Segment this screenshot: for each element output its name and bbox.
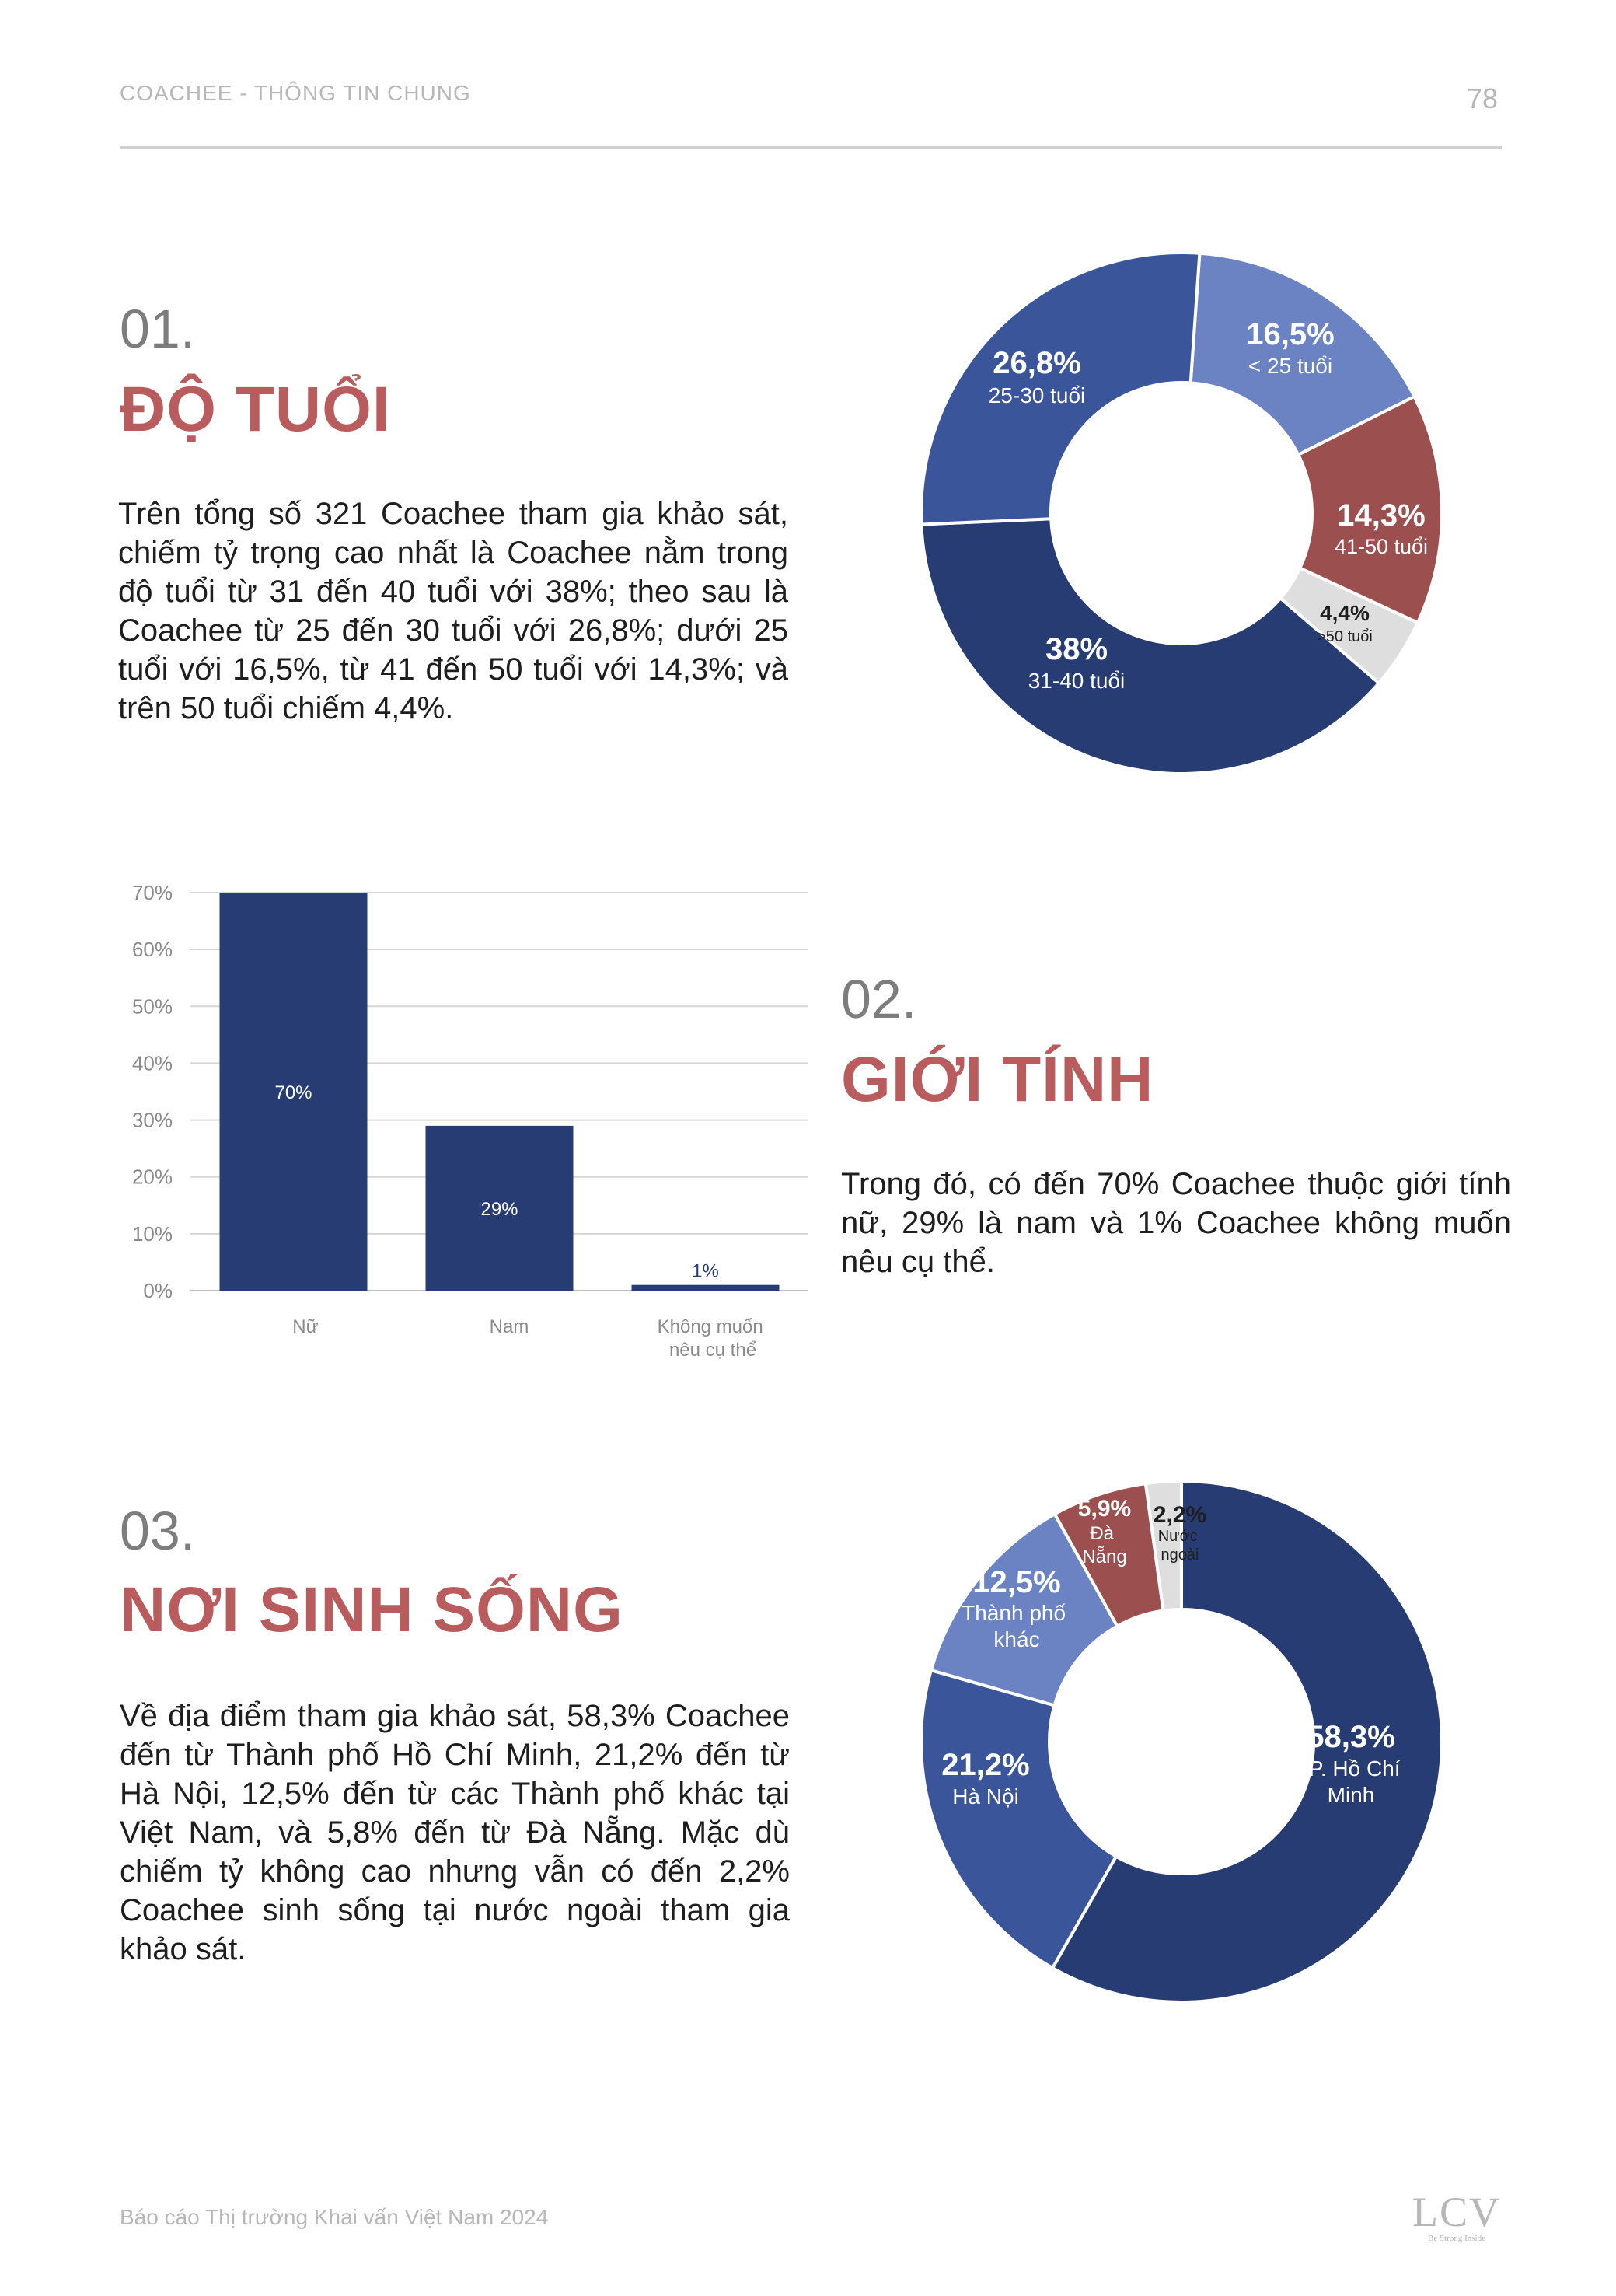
page-number: 78 bbox=[1466, 82, 1498, 114]
age-label-value-31-40: 38% bbox=[1045, 632, 1108, 666]
age-label-value-over-50: 4,4% bbox=[1320, 601, 1370, 625]
bar-y-tick-label-6: 60% bbox=[132, 938, 173, 961]
section-2-title: GIỚI TÍNH bbox=[841, 1044, 1154, 1115]
bar-y-tick-label-7: 70% bbox=[132, 881, 173, 904]
bar-x-label-unspecified: Không muốn nêu cụ thể bbox=[658, 1316, 769, 1361]
age-label-value-41-50: 14,3% bbox=[1337, 498, 1425, 533]
section-3-number: 03. bbox=[120, 1501, 196, 1561]
age-label-value-under-25: 16,5% bbox=[1246, 317, 1334, 351]
res-label-name-danang: Đà Nẵng bbox=[1082, 1523, 1126, 1567]
res-label-value-danang: 5,9% bbox=[1078, 1496, 1131, 1522]
bar-y-tick-label-5: 50% bbox=[132, 994, 173, 1018]
section-3-title: NƠI SINH SỐNG bbox=[120, 1574, 623, 1645]
footer-report-title: Báo cáo Thị trường Khai vấn Việt Nam 202… bbox=[120, 2205, 549, 2229]
age-label-name-under-25: < 25 tuổi bbox=[1248, 354, 1332, 378]
bar-0 bbox=[219, 893, 368, 1291]
age-label-name-over-50: >50 tuổi bbox=[1317, 628, 1373, 645]
section-1-title: ĐỘ TUỔI bbox=[120, 374, 391, 445]
bar-y-tick-label-4: 40% bbox=[132, 1051, 173, 1075]
lcv-logo: LCV Be Strong Inside bbox=[1412, 2191, 1501, 2243]
section-2-number: 02. bbox=[841, 969, 917, 1029]
res-label-value-hcmc: 58,3% bbox=[1307, 1720, 1394, 1754]
bar-value-label-0: 70% bbox=[274, 1082, 312, 1103]
bar-x-label-female: Nữ bbox=[292, 1316, 318, 1337]
res-label-name-hanoi: Hà Nội bbox=[952, 1784, 1019, 1808]
age-label-name-41-50: 41-50 tuổi bbox=[1335, 535, 1428, 558]
logo-mark: LCV bbox=[1412, 2189, 1501, 2235]
section-2-body: Trong đó, có đến 70% Coachee thuộc giới … bbox=[841, 1167, 1511, 1279]
bar-value-label-1: 29% bbox=[480, 1199, 518, 1220]
bar-y-tick-label-0: 0% bbox=[143, 1279, 173, 1302]
gender-bar-chart: 0%10%20%30%40%50%60%70% 70%29%1% Nữ Nam … bbox=[132, 881, 808, 1361]
res-label-value-hanoi: 21,2% bbox=[941, 1748, 1029, 1782]
res-label-name-abroad: Nước ngoài bbox=[1158, 1528, 1202, 1564]
res-label-name-hcmc: TP. Hồ Chí Minh bbox=[1296, 1756, 1407, 1807]
age-slice-0 bbox=[1188, 251, 1417, 457]
age-label-name-25-30: 25-30 tuổi bbox=[989, 383, 1086, 407]
bar-2 bbox=[631, 1284, 780, 1291]
age-slice-4 bbox=[920, 251, 1202, 526]
bar-y-tick-label-2: 20% bbox=[132, 1165, 173, 1189]
res-label-value-other: 12,5% bbox=[972, 1565, 1060, 1599]
bar-y-tick-label-1: 10% bbox=[132, 1222, 173, 1246]
age-label-name-31-40: 31-40 tuổi bbox=[1028, 669, 1126, 693]
residence-slice-2 bbox=[929, 1511, 1119, 1707]
age-slice-1 bbox=[1296, 394, 1443, 625]
age-donut-chart: 16,5% < 25 tuổi 14,3% 41-50 tuổi 4,4% >5… bbox=[920, 251, 1443, 775]
header-title: COACHEE - THÔNG TIN CHUNG bbox=[120, 81, 471, 105]
logo-tagline: Be Strong Inside bbox=[1428, 2234, 1485, 2243]
bar-value-label-2: 1% bbox=[692, 1261, 719, 1282]
age-slice-3 bbox=[920, 517, 1381, 775]
residence-slice-0 bbox=[1050, 1479, 1443, 2004]
residence-slice-4 bbox=[1143, 1479, 1183, 1613]
res-label-name-other: Thành phố khác bbox=[962, 1601, 1072, 1651]
bar-y-tick-label-3: 30% bbox=[132, 1109, 173, 1132]
header-divider bbox=[120, 146, 1502, 149]
section-3-body: Về địa điểm tham gia khảo sát, 58,3% Coa… bbox=[120, 1699, 790, 1966]
section-1-number: 01. bbox=[120, 299, 196, 359]
residence-donut-chart: 58,3% TP. Hồ Chí Minh 21,2% Hà Nội 12,5%… bbox=[920, 1479, 1443, 2004]
residence-slice-1 bbox=[920, 1668, 1119, 1970]
section-1-body: Trên tổng số 321 Coachee tham gia khảo s… bbox=[118, 497, 788, 725]
bar-x-label-male: Nam bbox=[490, 1316, 529, 1337]
age-label-value-25-30: 26,8% bbox=[993, 346, 1080, 380]
bar-1 bbox=[425, 1125, 574, 1291]
res-label-value-abroad: 2,2% bbox=[1154, 1502, 1206, 1528]
